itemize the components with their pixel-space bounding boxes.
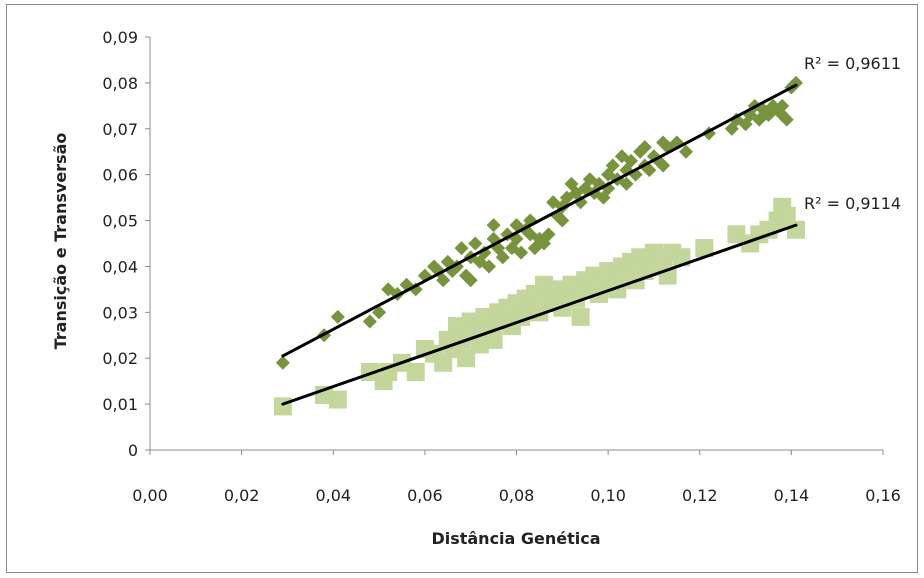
diamond-point [624, 153, 639, 168]
x-tick-label: 0,14 [774, 486, 810, 505]
square-point [328, 390, 347, 409]
square-point [786, 220, 805, 239]
y-tick-label: 0,07 [102, 120, 138, 139]
diamond-point [679, 144, 694, 159]
diamond-point [656, 158, 671, 173]
diamond-r2-label: R² = 0,9611 [804, 54, 901, 73]
square-point [695, 239, 714, 258]
diamond-point [555, 213, 570, 228]
square-series [273, 197, 805, 416]
chart-frame [6, 4, 918, 573]
square-point [562, 275, 581, 294]
square-point [273, 397, 292, 416]
diamond-point [463, 273, 478, 288]
trendline-layer: R² = 0,9611 R² = 0,9114 [281, 54, 901, 406]
y-tick-label: 0,02 [102, 349, 138, 368]
y-tick-label: 0,09 [102, 28, 138, 47]
y-tick-label: 0 [128, 441, 138, 460]
diamond-point [468, 236, 483, 251]
square-point [434, 353, 453, 372]
square-point [484, 330, 503, 349]
diamond-trendline [281, 83, 798, 358]
diamond-point [372, 305, 387, 320]
diamond-point [330, 309, 345, 324]
square-point [470, 335, 489, 354]
x-tick-label: 0,04 [315, 486, 351, 505]
square-point [571, 307, 590, 326]
x-tick-label: 0,16 [865, 486, 901, 505]
x-tick-label: 0,00 [132, 486, 168, 505]
diamond-point [514, 245, 529, 260]
square-point [461, 312, 480, 331]
series-layer [273, 75, 805, 416]
diamond-point [408, 282, 423, 297]
square-point [406, 362, 425, 381]
y-tick-label: 0,03 [102, 303, 138, 322]
diamond-point [779, 112, 794, 127]
x-tick-label: 0,08 [499, 486, 535, 505]
diamond-point [619, 176, 634, 191]
square-point [457, 349, 476, 368]
y-tick-label: 0,06 [102, 166, 138, 185]
diamond-series [275, 75, 803, 370]
square-point [475, 307, 494, 326]
diamond-point [362, 314, 377, 329]
y-axis-ticks: 0 0,01 0,02 0,03 0,04 0,05 0,06 0,07 0,08 0,09 [102, 28, 150, 460]
y-tick-label: 0,01 [102, 395, 138, 414]
x-tick-label: 0,12 [682, 486, 718, 505]
diamond-point [275, 355, 290, 370]
diamond-point [436, 273, 451, 288]
square-r2-label: R² = 0,9114 [804, 194, 901, 213]
x-tick-label: 0,02 [224, 486, 260, 505]
diamond-point [495, 250, 510, 265]
square-point [727, 225, 746, 244]
diamond-point [573, 195, 588, 210]
diamond-point [482, 259, 497, 274]
x-axis-ticks: 0,00 0,02 0,04 0,06 0,08 0,10 0,12 0,14 0,16 [132, 450, 901, 505]
x-axis-title: Distância Genética [431, 529, 600, 548]
diamond-point [541, 227, 556, 242]
y-axis-title: Transição e Transversão [51, 133, 70, 350]
x-tick-label: 0,10 [590, 486, 626, 505]
y-tick-label: 0,08 [102, 74, 138, 93]
y-tick-label: 0,05 [102, 212, 138, 231]
y-tick-label: 0,04 [102, 257, 138, 276]
diamond-point [775, 98, 790, 113]
square-point [447, 317, 466, 336]
square-point [672, 248, 691, 267]
diamond-point [637, 140, 652, 155]
x-tick-label: 0,06 [407, 486, 443, 505]
diamond-point [454, 241, 469, 256]
diamond-point [486, 218, 501, 233]
diamond-point [642, 163, 657, 178]
diamond-point [605, 158, 620, 173]
square-point [777, 206, 796, 225]
square-trendline [281, 223, 798, 406]
square-point [534, 275, 553, 294]
